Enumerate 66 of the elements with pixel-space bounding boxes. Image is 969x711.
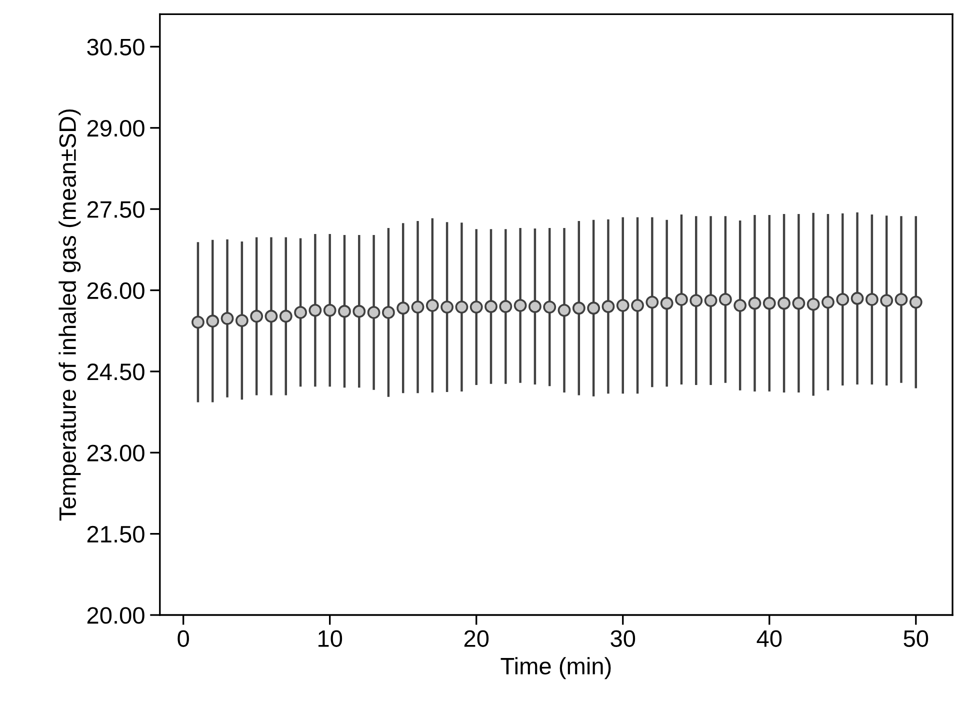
- point: [455, 300, 468, 314]
- point: [484, 300, 498, 313]
- point: [660, 296, 674, 310]
- point: [514, 298, 527, 312]
- point: [792, 296, 806, 310]
- point: [558, 304, 571, 317]
- y-tick-label: 20.00: [87, 607, 144, 624]
- point: [264, 310, 278, 323]
- point: [675, 293, 688, 306]
- point: [748, 296, 762, 310]
- x-tick-label: 20: [464, 630, 489, 647]
- point: [894, 293, 908, 306]
- point: [220, 312, 234, 325]
- y-tick-label: 27.50: [87, 201, 144, 218]
- point: [411, 300, 424, 314]
- point: [587, 302, 600, 315]
- point: [323, 304, 336, 317]
- point: [572, 302, 586, 315]
- point: [704, 294, 718, 308]
- point: [836, 293, 850, 306]
- point: [806, 298, 820, 311]
- y-tick-label: 24.50: [87, 364, 144, 380]
- y-tick-label: 21.50: [87, 526, 144, 543]
- point: [440, 300, 454, 314]
- point: [250, 310, 264, 323]
- point: [279, 310, 292, 323]
- point: [543, 300, 556, 314]
- point: [690, 294, 703, 308]
- point: [470, 300, 483, 314]
- y-tick-label: 29.00: [87, 120, 144, 137]
- x-tick-label: 50: [904, 630, 928, 647]
- point: [192, 316, 204, 329]
- point: [865, 293, 878, 306]
- point: [528, 300, 542, 313]
- point: [718, 293, 732, 306]
- point: [308, 304, 322, 317]
- point: [338, 304, 351, 318]
- point: [880, 294, 894, 308]
- point: [352, 304, 366, 318]
- point: [734, 298, 747, 312]
- point: [778, 296, 790, 310]
- y-tick-label: 30.50: [87, 38, 144, 56]
- point: [631, 298, 644, 312]
- y-tick-label: 23.00: [87, 444, 144, 462]
- x-axis-title: Time (min): [500, 657, 611, 680]
- point: [382, 306, 395, 319]
- point: [850, 292, 864, 305]
- point: [294, 306, 307, 319]
- y-tick-label: 26.00: [87, 282, 144, 300]
- point: [499, 300, 512, 313]
- x-tick-label: 30: [610, 630, 636, 647]
- point: [602, 300, 615, 313]
- point: [396, 302, 410, 315]
- point: [909, 296, 922, 309]
- point: [646, 296, 659, 309]
- x-tick-label: 40: [756, 630, 782, 647]
- point: [426, 298, 439, 312]
- x-tick-label: 10: [318, 630, 342, 647]
- point: [616, 298, 630, 312]
- y-axis-title: Temperature of inhaled gas (mean±SD): [58, 109, 81, 521]
- point: [762, 296, 776, 310]
- x-tick-label: 0: [178, 630, 189, 647]
- point: [206, 314, 220, 328]
- point: [235, 314, 248, 328]
- point: [822, 296, 834, 309]
- point: [367, 306, 380, 319]
